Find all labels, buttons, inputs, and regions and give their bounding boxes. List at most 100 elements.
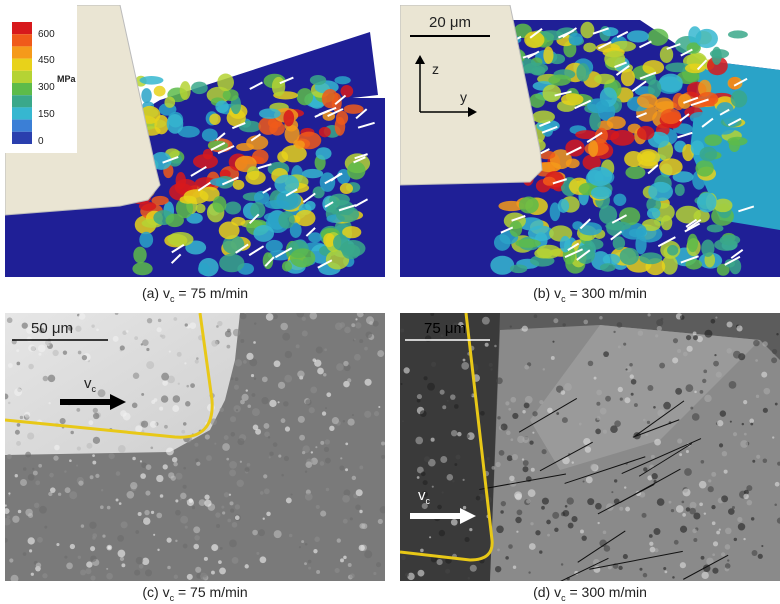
texture [579,423,582,426]
texture [699,481,707,489]
texture [664,570,667,573]
grain [305,201,316,211]
texture [44,526,47,529]
texture [115,311,119,315]
texture [515,517,521,523]
grain [594,74,615,85]
texture [693,332,697,336]
texture [224,435,229,440]
texture [39,506,47,514]
texture [430,312,434,316]
texture [116,471,121,476]
texture [48,375,55,382]
texture [36,563,41,568]
texture [232,522,238,528]
texture [140,460,142,462]
grain [607,116,626,129]
texture [758,554,763,559]
texture [20,416,23,419]
grain [695,160,713,176]
texture [638,330,643,335]
texture [31,573,34,576]
texture [260,491,264,495]
texture [404,367,410,373]
texture [175,499,178,502]
texture [556,412,559,415]
texture [417,399,421,403]
texture [596,402,600,406]
texture [401,383,403,385]
texture [509,476,514,481]
texture [424,376,428,380]
texture [107,506,111,510]
texture [715,317,717,319]
texture [136,557,144,565]
texture [93,413,99,419]
texture [263,474,267,478]
texture [218,560,222,564]
texture [48,402,50,404]
texture [669,501,672,504]
texture [27,337,32,342]
texture [466,434,470,438]
texture [432,486,434,488]
texture [285,426,290,431]
texture [679,453,682,456]
texture [551,356,555,360]
grain [219,254,244,273]
caption-suffix: = 300 m/min [566,285,647,301]
texture [306,461,313,468]
texture [359,545,365,551]
grain [323,233,335,247]
texture [113,336,119,342]
texture [374,411,379,416]
grain [704,134,722,146]
texture [204,500,211,507]
texture [254,378,256,380]
texture [283,401,288,406]
texture [258,529,265,536]
texture [150,421,157,428]
texture [27,432,34,439]
texture [465,537,470,542]
texture [280,323,288,331]
texture [17,362,21,366]
texture [237,438,244,445]
texture [89,522,96,529]
grain [580,22,594,39]
texture [380,506,387,513]
grain [176,172,186,189]
grain [310,75,326,85]
grain [613,194,626,206]
texture [120,557,124,561]
texture [756,455,760,459]
texture [437,559,443,565]
texture [378,406,380,408]
texture [253,425,259,431]
texture [772,436,774,438]
texture [618,387,623,392]
texture [233,405,240,412]
grain [659,158,683,175]
texture [377,350,384,357]
texture [541,506,545,510]
texture [229,461,237,469]
texture [310,387,317,394]
grain [341,85,354,97]
texture [774,503,776,505]
texture [523,466,529,472]
texture [415,437,423,445]
grain [266,240,283,252]
grain [637,149,660,166]
texture [508,408,511,411]
texture [561,390,566,395]
texture [657,326,662,331]
grain [697,192,717,212]
texture [513,566,516,569]
texture [92,461,96,465]
texture [355,504,361,510]
texture [153,534,155,536]
texture [568,523,574,529]
texture [681,501,684,504]
texture [776,333,778,335]
